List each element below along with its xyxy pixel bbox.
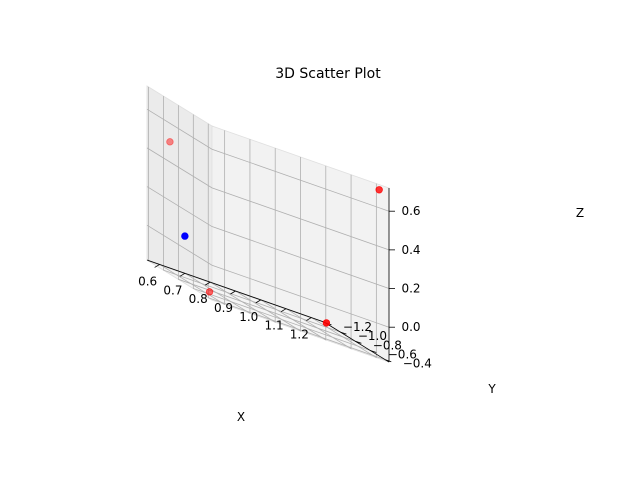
x-tick: [205, 281, 211, 286]
x-tick: [230, 290, 236, 295]
x-tick: [154, 264, 160, 268]
y-axis-label: Y: [487, 382, 496, 396]
y-tick: [370, 350, 377, 353]
y-tick-label: −0.6: [388, 348, 417, 362]
x-tick-label: 0.9: [214, 301, 233, 315]
y-tick-label: −1.0: [358, 329, 387, 343]
x-axis-label: X: [237, 410, 245, 424]
y-gridline: [192, 114, 371, 351]
x-gridline: [210, 148, 276, 323]
x-gridline: [285, 174, 352, 350]
x-tick-label: 1.1: [265, 319, 284, 333]
y-tick-label: −0.8: [373, 338, 402, 352]
scatter-point: [181, 232, 189, 240]
x-tick-label: 1.0: [239, 310, 258, 324]
scatter-point: [375, 186, 383, 194]
z-gridline: [146, 224, 390, 328]
chart-title: 3D Scatter Plot: [275, 66, 381, 82]
x-gridline: [184, 139, 251, 315]
z-axis-label: Z: [576, 206, 584, 220]
y-gridline: [177, 105, 356, 342]
x-tick: [255, 299, 261, 304]
x-gridline: [159, 130, 226, 306]
x-tick-label: 1.2: [290, 328, 309, 342]
scatter-point: [166, 138, 174, 146]
y-tick-label: −1.2: [343, 320, 372, 334]
x-tick: [280, 308, 287, 313]
y-tick-label: −0.4: [403, 357, 432, 371]
z-gridline: [146, 147, 390, 251]
y-tick: [355, 340, 362, 344]
z-tick-label: 0.4: [401, 243, 420, 257]
x-tick: [179, 272, 186, 277]
scatter-point: [205, 288, 214, 296]
z-tick-label: 0.0: [401, 320, 420, 334]
x-gridline: [235, 157, 301, 332]
y-tick: [385, 359, 392, 363]
x-tick-label: 0.8: [189, 292, 208, 306]
tick-marks: 0.6 0.7 0.8 0.9 1.0 1.1 1.2 −1.2−1.0−0.8−0.6−0.…: [138, 188, 432, 371]
x-tick-label: 0.7: [163, 283, 182, 297]
z-gridline: [146, 186, 390, 289]
x-tick: [306, 317, 312, 321]
scatter-point: [322, 319, 331, 327]
y-gridline: [207, 123, 386, 361]
scatter-points: [166, 138, 383, 327]
x-gridline: [311, 183, 377, 359]
z-gridline: [146, 108, 390, 212]
gridlines: [146, 86, 390, 361]
y-tick: [340, 331, 347, 335]
x-tick-label: 0.6: [138, 274, 157, 288]
x-gridline: [260, 165, 327, 341]
z-tick-label: 0.6: [401, 204, 420, 218]
z-tick-label: 0.2: [401, 282, 420, 296]
